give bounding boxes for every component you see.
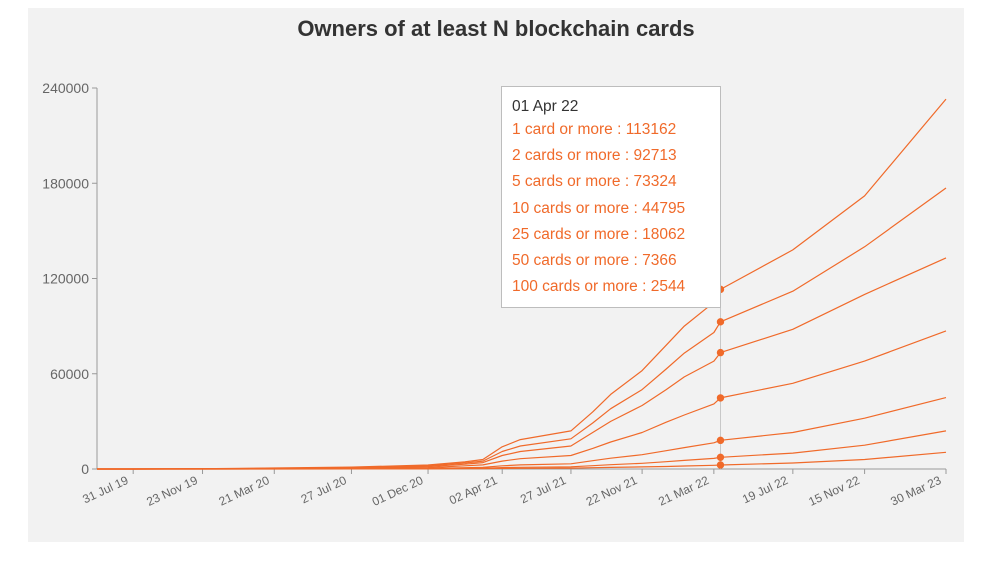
hover-point-25-cards-or-more bbox=[716, 436, 725, 445]
series-line-50-cards-or-more bbox=[97, 430, 947, 470]
series-line-10-cards-or-more bbox=[97, 330, 947, 470]
x-tick-label-15-nov-22: 15 Nov 22 bbox=[806, 473, 862, 509]
hover-point-10-cards-or-more bbox=[716, 394, 725, 402]
tooltip-row-10: 10 cards or more : 44795 bbox=[512, 199, 686, 217]
y-tick-label-60000: 60000 bbox=[50, 366, 89, 382]
x-tick-label-27-jul-20: 27 Jul 20 bbox=[299, 473, 349, 506]
chart-title: Owners of at least N blockchain cards bbox=[297, 16, 695, 41]
y-tick-label-240000: 240000 bbox=[42, 80, 89, 96]
x-tick-label-21-mar-22: 21 Mar 22 bbox=[656, 473, 711, 509]
x-tick-label-19-jul-22: 19 Jul 22 bbox=[740, 473, 790, 506]
series-line-100-cards-or-more bbox=[97, 451, 947, 470]
y-axis: 0 60000 120000 180000 240000 bbox=[42, 80, 98, 477]
x-tick-label-30-mar-23: 30 Mar 23 bbox=[888, 473, 943, 509]
tooltip-row-5: 5 cards or more : 73324 bbox=[512, 173, 677, 191]
y-tick-label-180000: 180000 bbox=[42, 175, 89, 191]
tooltip-row-25: 25 cards or more : 18062 bbox=[512, 225, 686, 243]
x-tick-label-01-dec-20: 01 Dec 20 bbox=[370, 473, 426, 509]
x-tick-label-31-jul-19: 31 Jul 19 bbox=[80, 473, 130, 506]
y-tick-label-0: 0 bbox=[81, 461, 89, 477]
tooltip-date: 01 Apr 22 bbox=[512, 98, 579, 115]
x-tick-label-21-mar-20: 21 Mar 20 bbox=[217, 473, 272, 509]
hover-point-5-cards-or-more bbox=[716, 348, 725, 357]
x-tick-label-23-nov-19: 23 Nov 19 bbox=[144, 473, 200, 509]
hover-point-50-cards-or-more bbox=[716, 453, 725, 462]
tooltip-row-1: 1 card or more : 113162 bbox=[512, 121, 677, 138]
hover-point-100-cards-or-more bbox=[716, 461, 725, 469]
x-tick-label-02-apr-21: 02 Apr 21 bbox=[447, 473, 500, 508]
chart-panel bbox=[28, 8, 964, 542]
tooltip-row-100: 100 cards or more : 2544 bbox=[512, 278, 686, 296]
y-tick-label-120000: 120000 bbox=[42, 271, 89, 287]
tooltip-row-2: 2 cards or more : 92713 bbox=[512, 147, 677, 165]
x-tick-label-27-jul-21: 27 Jul 21 bbox=[518, 473, 568, 506]
x-axis: 31 Jul 19 23 Nov 19 21 Mar 20 27 Jul 20 01 D… bbox=[80, 468, 947, 509]
tooltip-row-50: 50 cards or more : 7366 bbox=[512, 252, 677, 270]
hover-tooltip: 01 Apr 22 1 card or more : 113162 2 card… bbox=[501, 86, 721, 308]
hover-point-2-cards-or-more bbox=[716, 318, 725, 326]
x-tick-label-22-nov-21: 22 Nov 21 bbox=[584, 473, 640, 509]
